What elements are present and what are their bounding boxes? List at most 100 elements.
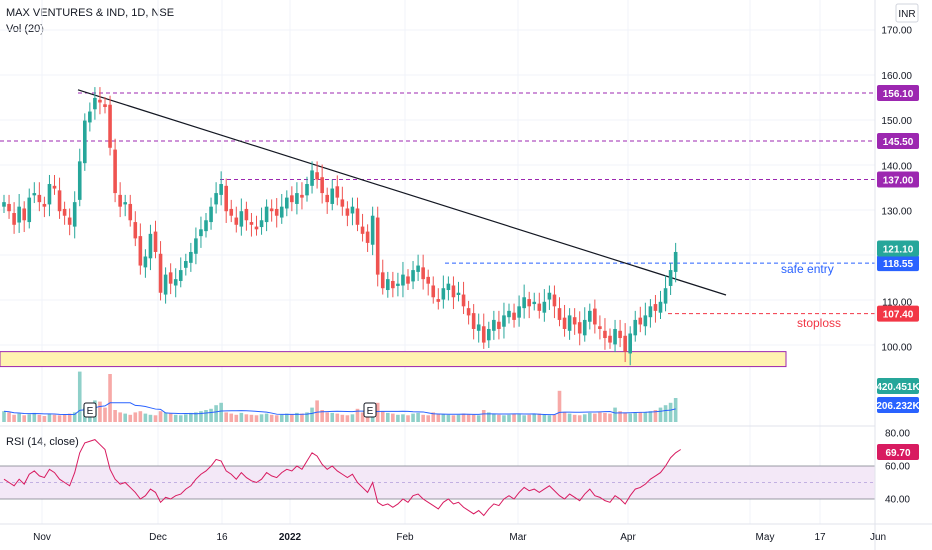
candle-body: [643, 315, 648, 327]
volume-bar: [456, 414, 461, 422]
volume-bar: [37, 414, 42, 422]
trend-line[interactable]: [77, 89, 727, 296]
currency-label: INR: [898, 9, 915, 20]
candle-body: [451, 285, 456, 298]
time-tick: Jun: [870, 532, 886, 543]
volume-bar: [173, 414, 178, 422]
candle-body: [98, 99, 102, 103]
volume-bar: [98, 401, 102, 422]
candle-body: [219, 184, 223, 195]
volume-bar: [517, 414, 521, 422]
volume-indicator-label[interactable]: Vol (20): [6, 23, 44, 35]
volume-bar: [300, 413, 304, 422]
candle-body: [648, 306, 653, 318]
volume-bar: [123, 413, 127, 422]
price-badge: [877, 84, 919, 101]
candle-body: [103, 104, 107, 108]
volume-bar: [62, 414, 67, 422]
candle-body: [507, 310, 511, 318]
candle-body: [108, 104, 112, 148]
volume-bar: [103, 407, 107, 422]
candle-body: [113, 149, 117, 194]
rsi-axis[interactable]: 80.00 60.00 40.00: [885, 429, 910, 506]
time-axis[interactable]: Nov Dec 16 2022 Feb Mar Apr May 17 Jun: [33, 532, 886, 543]
volume-bar: [481, 410, 486, 422]
time-tick: Feb: [396, 532, 414, 543]
currency-box[interactable]: [895, 3, 919, 23]
earnings-marker-label: E: [367, 406, 374, 417]
candle-body: [633, 319, 638, 336]
earnings-marker[interactable]: [363, 402, 377, 418]
volume-bar: [557, 390, 562, 422]
volume-bar: [320, 410, 324, 422]
volume-bar: [436, 413, 441, 422]
price-badge-label: 206.232K: [876, 401, 920, 412]
rsi-line: [3, 439, 681, 517]
stoploss-annotation[interactable]: stoploss: [797, 316, 841, 330]
candle-body: [492, 319, 496, 331]
volume-bar: [542, 414, 547, 422]
volume-bar: [668, 402, 673, 422]
volume-bar: [229, 413, 234, 422]
candle-body: [380, 272, 385, 289]
time-tick: 2022: [279, 532, 302, 543]
candle-body: [552, 294, 557, 307]
candle-body: [628, 333, 632, 354]
candle-body: [350, 206, 355, 214]
candle-body: [638, 317, 643, 325]
safe-entry-annotation[interactable]: safe entry: [781, 262, 834, 276]
volume-bar: [67, 413, 72, 422]
candle-body: [446, 283, 451, 291]
earnings-marker-label: E: [87, 406, 94, 417]
candle-body: [214, 193, 218, 205]
volume-ma-line: [3, 402, 676, 416]
candle-body: [62, 208, 67, 216]
candle-body: [274, 208, 279, 216]
candle-body: [391, 280, 395, 289]
volume-bar: [396, 414, 400, 422]
price-badge-label: 145.50: [883, 137, 914, 148]
candle-body: [7, 203, 11, 212]
volume-bar: [184, 414, 188, 422]
volume-bar: [214, 405, 218, 422]
candle-body: [194, 238, 198, 254]
earnings-marker[interactable]: [83, 402, 97, 418]
volume-bar: [572, 414, 577, 422]
candle-body: [279, 206, 284, 218]
candle-body: [668, 270, 673, 286]
candle-body: [401, 274, 405, 286]
volume-bar: [72, 412, 77, 422]
candle-body: [285, 197, 289, 209]
volume-bar: [522, 415, 526, 422]
candle-body: [47, 184, 52, 205]
volume-bar: [527, 414, 531, 422]
candle-body: [598, 326, 602, 329]
volume-bar: [623, 412, 627, 422]
volume-bar: [219, 402, 223, 422]
volume-bar: [42, 416, 47, 422]
candle-body: [239, 211, 244, 227]
candle-body: [572, 317, 577, 325]
price-axis[interactable]: 170.00 160.00 150.00 140.00 130.00 110.00 100.…: [881, 26, 912, 354]
price-badge-label: 137.00: [883, 175, 914, 186]
support-zone[interactable]: [0, 351, 787, 368]
symbol-title[interactable]: MAX VENTURES & IND, 1D, NSE: [6, 7, 175, 19]
volume-bar: [673, 398, 678, 422]
volume-bar: [239, 412, 244, 422]
candlesticks: [2, 87, 678, 366]
volume-bar: [638, 412, 643, 422]
candle-body: [370, 215, 375, 245]
candle-body: [184, 261, 188, 268]
candle-body: [128, 203, 133, 221]
volume-bar: [32, 412, 37, 422]
horizontal-levels[interactable]: [0, 92, 875, 315]
candle-body: [224, 185, 228, 212]
candle-body: [320, 177, 324, 194]
candle-body: [123, 202, 127, 205]
volume-bar: [608, 413, 612, 422]
candle-body: [375, 217, 380, 275]
candle-body: [305, 184, 309, 196]
price-badge: [877, 171, 919, 188]
